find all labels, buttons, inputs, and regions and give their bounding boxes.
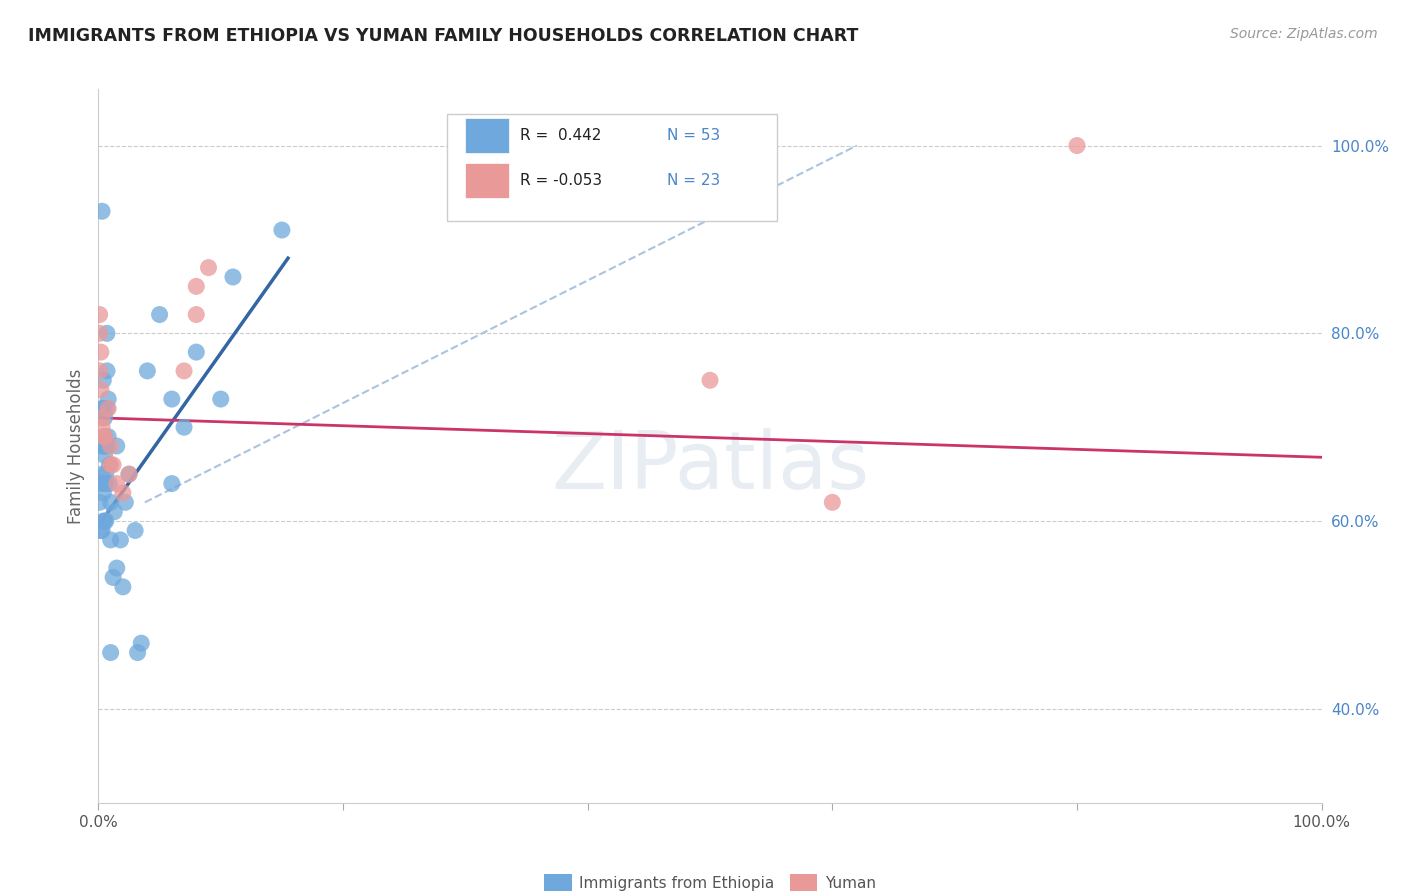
- Point: [97, 392, 120, 406]
- Point: [91, 410, 114, 425]
- Point: [91, 204, 114, 219]
- Point: [136, 364, 159, 378]
- Point: [90, 476, 112, 491]
- Point: [270, 223, 294, 237]
- Point: [124, 524, 146, 538]
- Point: [91, 524, 114, 538]
- Point: [90, 524, 112, 538]
- Point: [89, 308, 111, 322]
- Point: [91, 486, 114, 500]
- Point: [101, 570, 124, 584]
- Point: [186, 345, 208, 359]
- Point: [91, 439, 114, 453]
- Point: [100, 495, 122, 509]
- Point: [90, 383, 112, 397]
- FancyBboxPatch shape: [465, 162, 509, 198]
- Text: R =  0.442: R = 0.442: [520, 128, 602, 143]
- Text: R = -0.053: R = -0.053: [520, 173, 603, 188]
- Point: [91, 373, 114, 387]
- Point: [118, 467, 141, 482]
- Point: [89, 364, 111, 378]
- Point: [94, 514, 117, 528]
- Point: [111, 486, 134, 500]
- Point: [91, 401, 114, 416]
- Point: [114, 495, 136, 509]
- Point: [89, 326, 111, 341]
- Point: [101, 458, 124, 472]
- Point: [105, 439, 128, 453]
- Text: N = 53: N = 53: [668, 128, 720, 143]
- FancyBboxPatch shape: [465, 118, 509, 153]
- Point: [103, 505, 125, 519]
- Point: [160, 476, 183, 491]
- Text: N = 23: N = 23: [668, 173, 720, 188]
- Point: [91, 401, 114, 416]
- Point: [93, 476, 115, 491]
- Point: [186, 308, 208, 322]
- Point: [91, 429, 114, 443]
- Point: [93, 514, 115, 528]
- Point: [1066, 138, 1088, 153]
- Point: [111, 580, 134, 594]
- Point: [93, 429, 115, 443]
- Point: [100, 533, 122, 547]
- Point: [91, 514, 114, 528]
- Legend: Immigrants from Ethiopia, Yuman: Immigrants from Ethiopia, Yuman: [538, 868, 882, 892]
- Point: [186, 279, 208, 293]
- Point: [91, 420, 114, 434]
- Point: [100, 458, 122, 472]
- Point: [173, 420, 195, 434]
- Point: [149, 308, 172, 322]
- Point: [97, 429, 120, 443]
- Point: [118, 467, 141, 482]
- Point: [197, 260, 219, 275]
- Text: Source: ZipAtlas.com: Source: ZipAtlas.com: [1230, 27, 1378, 41]
- Point: [97, 401, 120, 416]
- Point: [110, 533, 132, 547]
- Point: [94, 467, 117, 482]
- Point: [129, 636, 152, 650]
- Point: [160, 392, 183, 406]
- Point: [93, 449, 115, 463]
- Text: ZIPatlas: ZIPatlas: [551, 428, 869, 507]
- Point: [699, 373, 721, 387]
- Point: [127, 646, 149, 660]
- Point: [96, 326, 118, 341]
- Point: [222, 270, 245, 285]
- Point: [96, 364, 118, 378]
- Point: [90, 345, 112, 359]
- Point: [100, 646, 122, 660]
- Point: [94, 439, 117, 453]
- Point: [93, 410, 115, 425]
- Point: [89, 495, 111, 509]
- Point: [96, 439, 118, 453]
- Point: [209, 392, 232, 406]
- Point: [173, 364, 195, 378]
- Point: [105, 476, 128, 491]
- Point: [91, 439, 114, 453]
- Point: [94, 476, 117, 491]
- Point: [821, 495, 844, 509]
- Point: [93, 429, 115, 443]
- Point: [96, 401, 118, 416]
- Text: IMMIGRANTS FROM ETHIOPIA VS YUMAN FAMILY HOUSEHOLDS CORRELATION CHART: IMMIGRANTS FROM ETHIOPIA VS YUMAN FAMILY…: [28, 27, 859, 45]
- Y-axis label: Family Households: Family Households: [66, 368, 84, 524]
- Point: [100, 439, 122, 453]
- Point: [91, 467, 114, 482]
- Point: [98, 476, 121, 491]
- FancyBboxPatch shape: [447, 114, 778, 221]
- Point: [98, 458, 121, 472]
- Point: [105, 561, 128, 575]
